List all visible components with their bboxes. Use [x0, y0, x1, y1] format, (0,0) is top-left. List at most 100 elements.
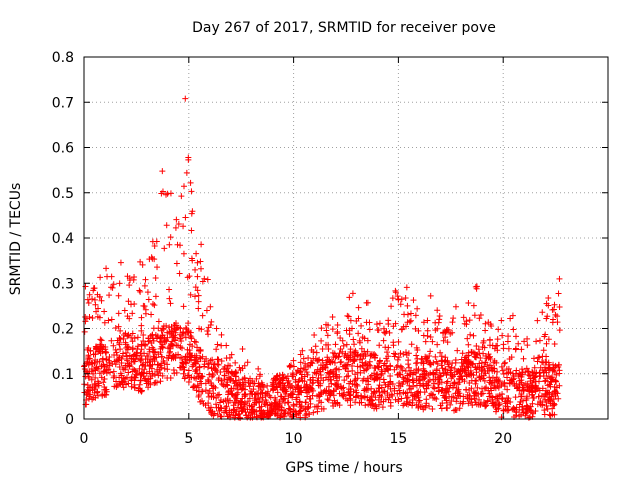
data-point	[134, 346, 141, 353]
data-point	[197, 265, 204, 272]
data-point	[451, 365, 458, 372]
data-point	[173, 260, 180, 267]
data-point	[390, 350, 397, 357]
data-point	[158, 360, 165, 367]
data-point	[438, 372, 445, 379]
data-point	[447, 330, 454, 337]
data-point	[452, 356, 459, 363]
data-point	[478, 374, 485, 381]
data-point	[92, 374, 99, 381]
data-point	[364, 337, 371, 344]
data-point	[253, 399, 260, 406]
data-point	[543, 353, 550, 360]
data-point	[136, 365, 143, 372]
data-point	[255, 380, 262, 387]
data-point	[553, 371, 560, 378]
data-point	[331, 359, 338, 366]
data-point	[464, 335, 471, 342]
data-point	[314, 377, 321, 384]
data-point	[102, 343, 109, 350]
data-point	[547, 412, 554, 419]
data-point	[554, 313, 561, 320]
data-point	[94, 388, 101, 395]
data-point	[475, 346, 482, 353]
data-point	[549, 405, 556, 412]
data-point	[392, 287, 399, 294]
data-point	[361, 367, 368, 374]
data-point	[482, 403, 489, 410]
data-point	[470, 332, 477, 339]
data-point	[437, 349, 444, 356]
data-point	[249, 406, 256, 413]
data-point	[476, 315, 483, 322]
data-point	[270, 383, 277, 390]
data-point	[435, 380, 442, 387]
data-point	[168, 341, 175, 348]
data-point	[241, 362, 248, 369]
data-point	[491, 401, 498, 408]
data-point	[426, 403, 433, 410]
data-point	[188, 255, 195, 262]
data-point	[492, 408, 499, 415]
y-tick-label: 0.1	[52, 367, 74, 383]
data-point	[475, 396, 482, 403]
data-point	[190, 361, 197, 368]
data-point	[146, 346, 153, 353]
data-point	[420, 381, 427, 388]
data-point	[383, 355, 390, 362]
data-point	[116, 374, 123, 381]
data-point	[397, 350, 404, 357]
data-point	[516, 401, 523, 408]
data-point	[450, 315, 457, 322]
data-point	[215, 375, 222, 382]
data-point	[301, 373, 308, 380]
data-point	[473, 369, 480, 376]
data-point	[445, 361, 452, 368]
data-point	[191, 293, 198, 300]
data-point	[113, 378, 120, 385]
data-point	[445, 388, 452, 395]
data-point	[500, 341, 507, 348]
data-point	[457, 393, 464, 400]
data-point	[499, 367, 506, 374]
data-point	[395, 354, 402, 361]
data-point	[489, 396, 496, 403]
data-point	[318, 325, 325, 332]
data-point	[103, 265, 110, 272]
data-point	[400, 402, 407, 409]
data-point	[359, 351, 366, 358]
data-point	[121, 307, 128, 314]
data-point	[319, 357, 326, 364]
data-point	[433, 395, 440, 402]
data-point	[94, 313, 101, 320]
data-point	[182, 95, 189, 102]
data-point	[194, 382, 201, 389]
data-point	[389, 295, 396, 302]
data-point	[197, 258, 204, 265]
data-point	[180, 370, 187, 377]
data-point	[258, 387, 265, 394]
data-point	[255, 365, 262, 372]
data-point	[302, 383, 309, 390]
data-point	[426, 392, 433, 399]
data-point	[104, 273, 111, 280]
data-point	[151, 349, 158, 356]
data-point	[133, 352, 140, 359]
data-point	[158, 339, 165, 346]
data-point	[149, 300, 156, 307]
data-point	[397, 301, 404, 308]
data-point	[213, 325, 220, 332]
data-point	[389, 392, 396, 399]
data-point	[318, 405, 325, 412]
data-point	[483, 384, 490, 391]
data-point	[239, 346, 246, 353]
data-point	[116, 364, 123, 371]
data-point	[155, 318, 162, 325]
data-point	[184, 346, 191, 353]
data-point	[89, 396, 96, 403]
data-point	[228, 351, 235, 358]
data-point	[389, 380, 396, 387]
data-point	[87, 348, 94, 355]
data-point	[366, 361, 373, 368]
data-point	[444, 378, 451, 385]
